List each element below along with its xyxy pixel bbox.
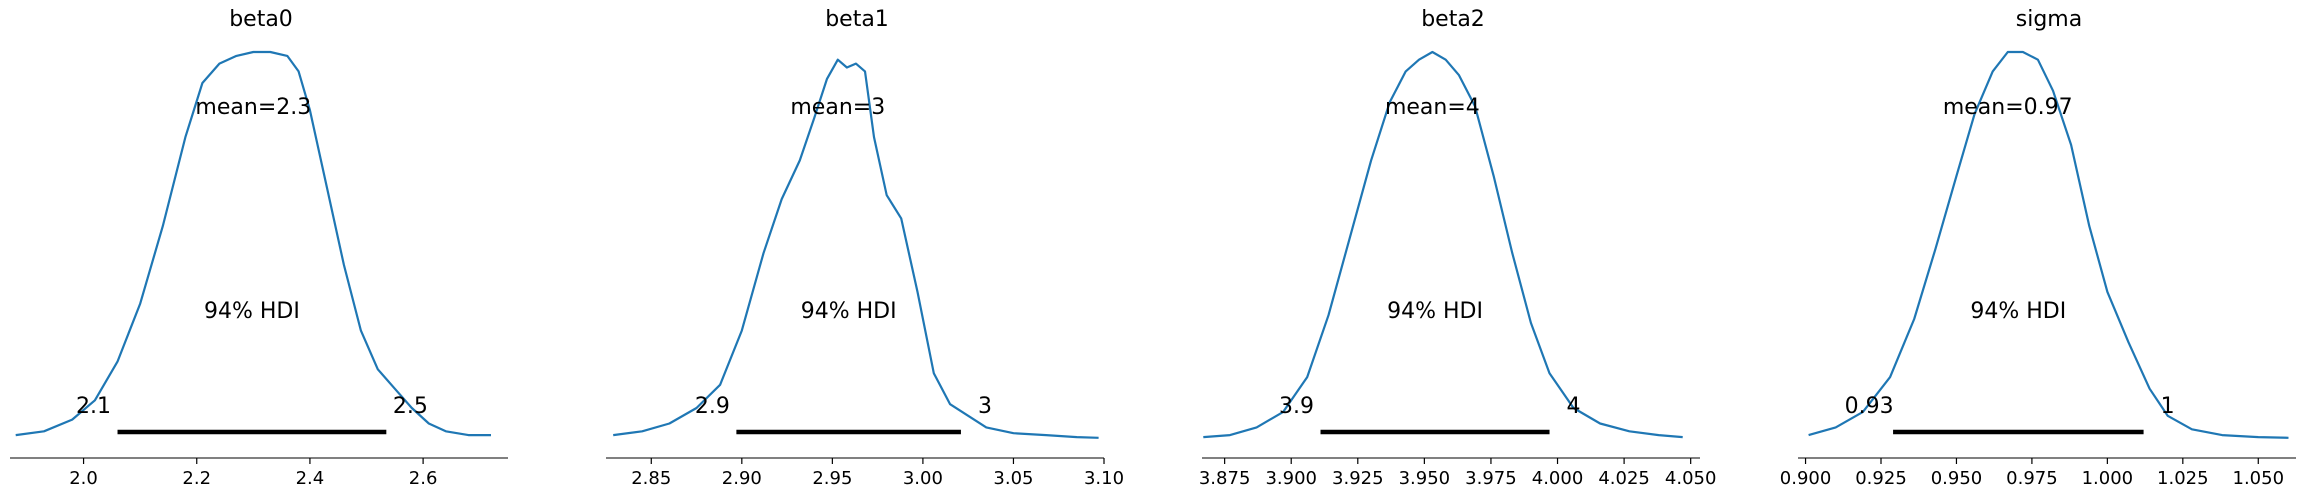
x-tick-label: 0.950	[1931, 468, 1983, 489]
hdi-label: 94% HDI	[1970, 299, 2066, 324]
x-tick-label: 3.00	[903, 468, 943, 489]
panel-beta1: beta1 mean=3 94% HDI 2.9 3 2.85 2.90 2.95 3.00 3.…	[606, 7, 1124, 489]
x-tick-label: 3.925	[1332, 468, 1384, 489]
hdi-low-label: 3.9	[1279, 394, 1314, 419]
hdi-high-label: 1	[2161, 394, 2175, 419]
hdi-label: 94% HDI	[1387, 299, 1483, 324]
panel-sigma: sigma mean=0.97 94% HDI 0.93 1 0.900 0.925 0.95…	[1780, 7, 2296, 489]
hdi-low-label: 0.93	[1845, 394, 1894, 419]
x-tick-label: 2.90	[722, 468, 762, 489]
density-curve	[1808, 50, 2289, 439]
density-curve	[15, 50, 491, 437]
mean-label: mean=0.97	[1943, 95, 2073, 120]
hdi-high-label: 4	[1567, 394, 1581, 419]
x-tick-label: 1.025	[2157, 468, 2209, 489]
panel-title: beta0	[229, 7, 293, 32]
x-tick-label: 0.975	[2006, 468, 2058, 489]
panel-title: beta1	[825, 7, 889, 32]
x-tick-label: 2.2	[182, 468, 211, 489]
x-tick-label: 2.95	[812, 468, 852, 489]
panel-title: sigma	[2016, 7, 2082, 32]
panel-title: beta2	[1421, 7, 1485, 32]
x-tick-label: 3.875	[1199, 468, 1251, 489]
x-tick-label: 2.0	[69, 468, 98, 489]
mean-label: mean=2.3	[195, 95, 311, 120]
density-curve	[1203, 50, 1683, 439]
density-curve	[613, 58, 1099, 439]
x-tick-label: 0.925	[1855, 468, 1907, 489]
x-tick-label: 0.900	[1780, 468, 1832, 489]
hdi-label: 94% HDI	[204, 299, 300, 324]
x-tick-label: 3.10	[1084, 468, 1124, 489]
x-tick-label: 3.05	[993, 468, 1033, 489]
hdi-high-label: 3	[978, 394, 992, 419]
x-tick-label: 3.900	[1265, 468, 1317, 489]
mean-label: mean=3	[790, 95, 885, 120]
x-tick-label: 4.025	[1598, 468, 1650, 489]
panel-beta2: beta2 mean=4 94% HDI 3.9 4 3.875 3.900 3.925 3.9…	[1199, 7, 1717, 489]
x-tick-label: 2.6	[409, 468, 438, 489]
x-tick-label: 2.85	[631, 468, 671, 489]
hdi-label: 94% HDI	[801, 299, 897, 324]
x-tick-label: 2.4	[296, 468, 325, 489]
x-tick-label: 3.950	[1399, 468, 1451, 489]
hdi-high-label: 2.5	[393, 394, 428, 419]
mean-label: mean=4	[1385, 95, 1480, 120]
hdi-low-label: 2.9	[695, 394, 730, 419]
x-tick-label: 1.050	[2233, 468, 2285, 489]
x-tick-label: 4.000	[1532, 468, 1584, 489]
x-tick-label: 3.975	[1465, 468, 1517, 489]
panel-beta0: beta0 mean=2.3 94% HDI 2.1 2.5 2.0 2.2 2.4 2.6	[10, 7, 508, 489]
x-tick-label: 4.050	[1665, 468, 1717, 489]
x-tick-label: 1.000	[2082, 468, 2134, 489]
hdi-low-label: 2.1	[76, 394, 111, 419]
